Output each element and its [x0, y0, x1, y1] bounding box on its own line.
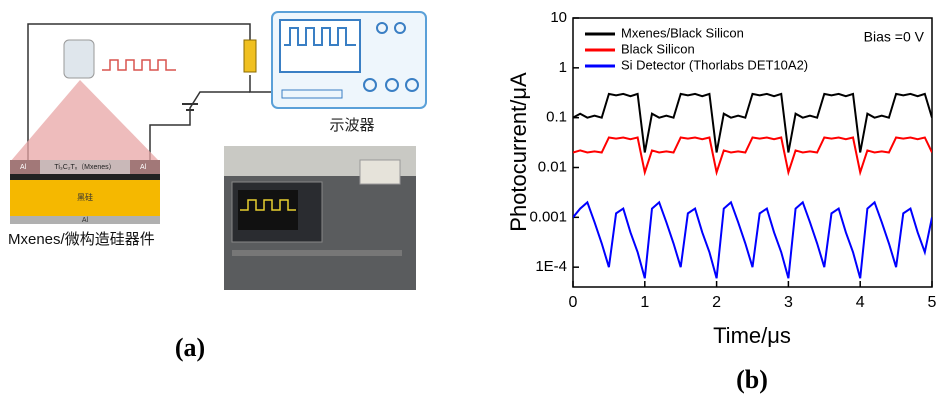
electrode-label: Al [140, 164, 147, 171]
screen-wave [284, 27, 356, 46]
wire [149, 91, 250, 160]
knob [394, 22, 406, 34]
electrode-label: Al [82, 217, 89, 224]
panel-b: Photocurrent/μA Time/μs (b) Bias =0 V 10… [506, 9, 937, 394]
knob [405, 78, 419, 92]
light-source [63, 39, 95, 79]
photo-device [359, 159, 401, 185]
black-silicon-surface [10, 174, 160, 180]
electrode [10, 160, 40, 174]
knob [376, 22, 388, 34]
pulse-wave [102, 59, 176, 71]
y-tick-label: 0.001 [529, 208, 567, 225]
layer-label: Ti₃C₂Tₓ（Mxenes） [54, 163, 115, 171]
annotation: Bias =0 V [864, 29, 925, 45]
photo-table [232, 250, 402, 256]
legend-label: Mxenes/Black Silicon [621, 25, 744, 40]
x-tick-label: 3 [784, 294, 793, 311]
panel-label: (a) [175, 333, 205, 362]
silicon-layer [10, 180, 160, 216]
y-axis-title: Photocurrent/μA [506, 72, 531, 232]
bottom-electrode [10, 216, 160, 224]
y-tick-label: 0.1 [546, 109, 567, 126]
x-tick-label: 5 [928, 294, 937, 311]
electrode [130, 160, 160, 174]
panel-label: (b) [736, 365, 768, 394]
data-line [573, 136, 932, 177]
layer-label: 黑硅 [77, 192, 93, 202]
knob [385, 78, 399, 92]
x-tick-label: 4 [856, 294, 865, 311]
x-tick-label: 0 [569, 294, 578, 311]
oscilloscope-label: 示波器 [329, 117, 374, 134]
control-bar [281, 89, 343, 99]
data-line [573, 200, 932, 279]
x-tick-label: 2 [712, 294, 721, 311]
x-tick-label: 1 [640, 294, 649, 311]
resistor [243, 39, 257, 73]
x-axis-title: Time/μs [713, 323, 791, 348]
y-tick-label: 1E-4 [535, 258, 567, 275]
legend-label: Black Silicon [621, 41, 695, 56]
y-tick-label: 10 [550, 9, 567, 26]
panel-a: 示波器 Al Al Ti₃C₂Tₓ（Mxenes） 黑硅 Al Mxenes/微… [8, 11, 427, 362]
y-tick-label: 1 [559, 59, 567, 76]
y-tick-label: 0.01 [538, 158, 567, 175]
knob [363, 78, 377, 92]
electrode-label: Al [20, 164, 27, 171]
light-cone [10, 80, 160, 162]
legend-label: Si Detector (Thorlabs DET10A2) [621, 57, 808, 72]
mxene-layer [10, 160, 160, 174]
wire [27, 23, 251, 160]
device-label: Mxenes/微构造硅器件 [8, 231, 155, 248]
data-line [573, 92, 932, 153]
photo-trace [240, 199, 296, 211]
